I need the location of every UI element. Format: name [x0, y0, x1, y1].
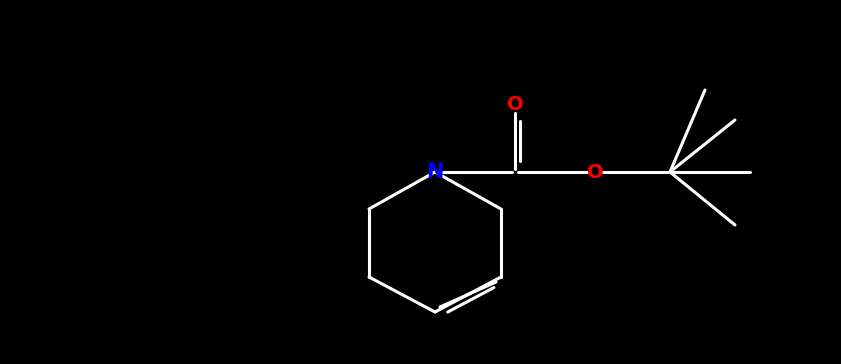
Text: O: O	[587, 162, 603, 182]
Text: O: O	[506, 95, 523, 115]
Text: N: N	[426, 162, 444, 182]
